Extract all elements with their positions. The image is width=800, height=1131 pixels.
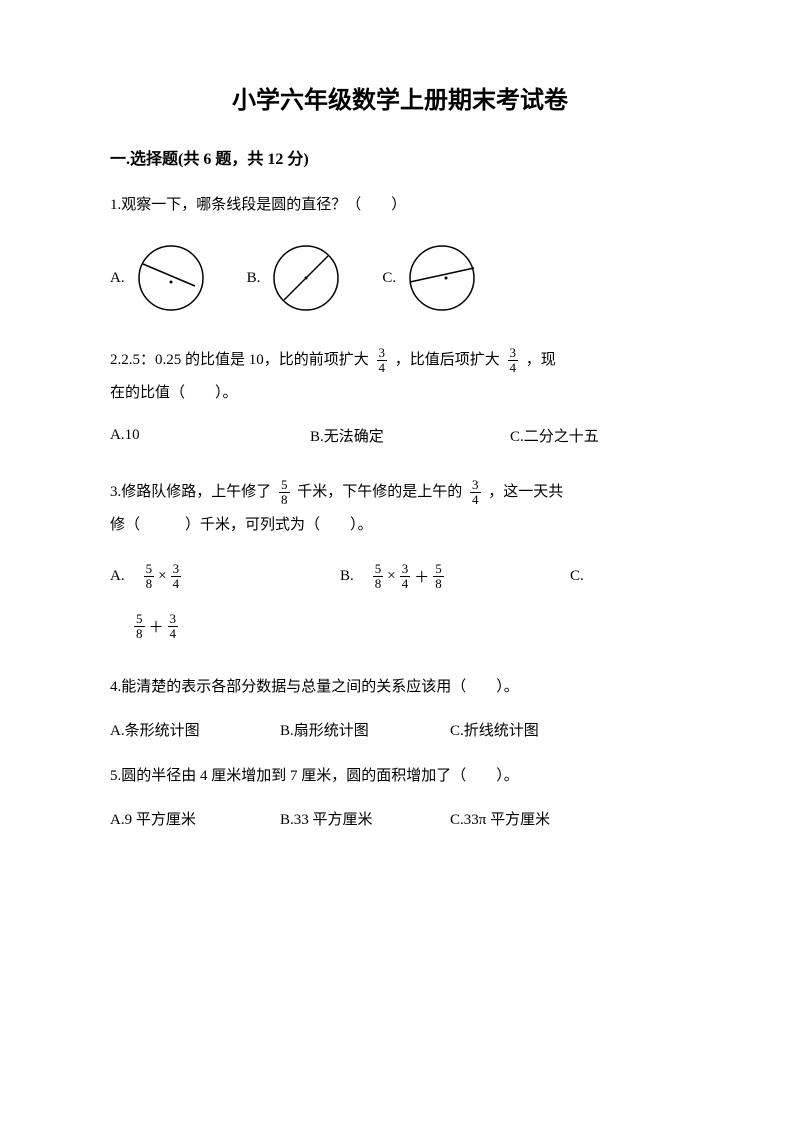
frac-num: 3 — [508, 346, 519, 361]
q3-part3: ，这一天共 — [488, 484, 563, 500]
fraction-5-8-c: 5 8 — [134, 612, 145, 642]
frac-den: 4 — [168, 627, 179, 641]
fraction-3-4-c2: 3 4 — [168, 612, 179, 642]
q3-label-b: B. — [340, 568, 354, 585]
fraction-3-4-expr2: 3 4 — [400, 562, 411, 592]
q3-label-c: C. — [570, 568, 584, 584]
q4-option-c: C.折线统计图 — [450, 719, 620, 740]
frac-num: 3 — [168, 612, 179, 627]
section-1-header: 一.选择题(共 6 题，共 12 分) — [110, 145, 690, 169]
fraction-3-4-c: 3 4 — [470, 478, 481, 508]
q3-part4: 修（ ）千米，可列式为（ ）。 — [110, 517, 373, 533]
q1-option-c: C. — [382, 242, 478, 314]
frac-num: 5 — [279, 478, 290, 493]
q2-option-c: C.二分之十五 — [510, 425, 690, 446]
q5-option-b: B.33 平方厘米 — [280, 808, 450, 829]
frac-num: 3 — [377, 346, 388, 361]
times-symbol: × — [158, 568, 166, 585]
q3-label-a: A. — [110, 568, 125, 585]
q4-option-b: B.扇形统计图 — [280, 719, 450, 740]
fraction-5-8-expr3: 5 8 — [433, 562, 444, 592]
q3-option-b: B. 5 8 × 3 4 ＋ 5 8 — [340, 562, 570, 592]
q3-option-a: A. 5 8 × 3 4 — [110, 562, 340, 592]
q1-options: A. B. C. — [110, 242, 690, 314]
frac-num: 3 — [470, 478, 481, 493]
frac-den: 4 — [508, 361, 519, 375]
frac-num: 5 — [433, 562, 444, 577]
q1-label-b: B. — [247, 270, 261, 287]
times-symbol: × — [387, 568, 395, 585]
q1-label-c: C. — [382, 270, 396, 287]
frac-num: 3 — [400, 562, 411, 577]
fraction-5-8: 5 8 — [279, 478, 290, 508]
q2-part2: ，比值后项扩大 — [395, 352, 500, 368]
circle-a-icon — [135, 242, 207, 314]
frac-den: 8 — [134, 627, 145, 641]
frac-den: 8 — [144, 577, 155, 591]
q2-option-a: A.10 — [110, 425, 310, 446]
question-4: 4.能清楚的表示各部分数据与总量之间的关系应该用（ ）。 — [110, 671, 690, 704]
frac-num: 5 — [134, 612, 145, 627]
page-title: 小学六年级数学上册期末考试卷 — [110, 80, 690, 115]
q1-option-a: A. — [110, 242, 207, 314]
q2-part1: 2.2.5：0.25 的比值是 10，比的前项扩大 — [110, 352, 369, 368]
frac-den: 4 — [171, 577, 182, 591]
plus-symbol: ＋ — [149, 616, 164, 637]
question-3: 3.修路队修路，上午修了 5 8 千米，下午修的是上午的 3 4 ，这一天共 修… — [110, 476, 690, 542]
q4-option-a: A.条形统计图 — [110, 719, 280, 740]
q5-option-c: C.33π 平方厘米 — [450, 808, 620, 829]
q2-part3: ，现 — [526, 352, 556, 368]
q5-options: A.9 平方厘米 B.33 平方厘米 C.33π 平方厘米 — [110, 808, 690, 829]
frac-den: 8 — [373, 577, 384, 591]
frac-num: 5 — [144, 562, 155, 577]
q3-options: A. 5 8 × 3 4 B. 5 8 × — [110, 562, 690, 592]
question-5: 5.圆的半径由 4 厘米增加到 7 厘米，圆的面积增加了（ ）。 — [110, 760, 690, 793]
circle-b-icon — [270, 242, 342, 314]
question-2: 2.2.5：0.25 的比值是 10，比的前项扩大 3 4 ，比值后项扩大 3 … — [110, 344, 690, 410]
frac-den: 4 — [470, 493, 481, 507]
question-1: 1.观察一下，哪条线段是圆的直径？（ ） — [110, 189, 690, 222]
circle-c-icon — [406, 242, 478, 314]
q3-option-c: C. — [570, 568, 650, 585]
plus-symbol: ＋ — [414, 566, 429, 587]
q3-part1: 3.修路队修路，上午修了 — [110, 484, 271, 500]
fraction-5-8-expr2: 5 8 — [373, 562, 384, 592]
frac-den: 8 — [433, 577, 444, 591]
q5-option-a: A.9 平方厘米 — [110, 808, 280, 829]
fraction-3-4: 3 4 — [377, 346, 388, 376]
frac-num: 3 — [171, 562, 182, 577]
frac-den: 8 — [279, 493, 290, 507]
q1-text: 1.观察一下，哪条线段是圆的直径？（ ） — [110, 197, 406, 213]
q2-options: A.10 B.无法确定 C.二分之十五 — [110, 425, 690, 446]
frac-num: 5 — [373, 562, 384, 577]
q3-part2: 千米，下午修的是上午的 — [297, 484, 462, 500]
q3-option-c-expr: 5 8 ＋ 3 4 — [130, 612, 690, 642]
q1-option-b: B. — [247, 242, 343, 314]
q2-option-b: B.无法确定 — [310, 425, 510, 446]
frac-den: 4 — [377, 361, 388, 375]
frac-den: 4 — [400, 577, 411, 591]
fraction-3-4-b: 3 4 — [508, 346, 519, 376]
q1-label-a: A. — [110, 270, 125, 287]
q4-text: 4.能清楚的表示各部分数据与总量之间的关系应该用（ ）。 — [110, 679, 519, 695]
q5-text: 5.圆的半径由 4 厘米增加到 7 厘米，圆的面积增加了（ ）。 — [110, 768, 519, 784]
exam-page: 小学六年级数学上册期末考试卷 一.选择题(共 6 题，共 12 分) 1.观察一… — [0, 0, 800, 899]
q2-part4: 在的比值（ ）。 — [110, 385, 238, 401]
fraction-3-4-expr: 3 4 — [171, 562, 182, 592]
q4-options: A.条形统计图 B.扇形统计图 C.折线统计图 — [110, 719, 690, 740]
fraction-5-8-expr: 5 8 — [144, 562, 155, 592]
